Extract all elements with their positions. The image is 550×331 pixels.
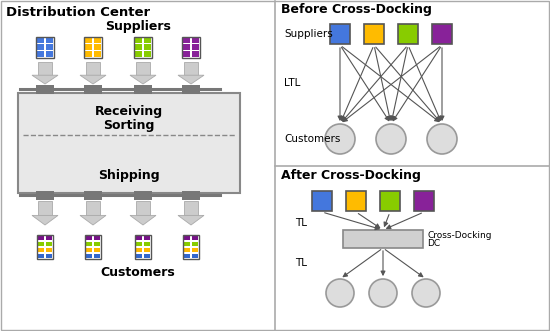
FancyBboxPatch shape bbox=[85, 44, 92, 50]
Circle shape bbox=[376, 124, 406, 154]
FancyBboxPatch shape bbox=[136, 242, 142, 246]
FancyBboxPatch shape bbox=[94, 242, 101, 246]
FancyBboxPatch shape bbox=[94, 37, 101, 43]
FancyBboxPatch shape bbox=[94, 44, 101, 50]
FancyBboxPatch shape bbox=[134, 191, 152, 200]
FancyBboxPatch shape bbox=[144, 236, 150, 240]
FancyBboxPatch shape bbox=[144, 242, 150, 246]
FancyBboxPatch shape bbox=[136, 248, 142, 253]
Text: Receiving: Receiving bbox=[95, 105, 163, 118]
Text: Suppliers: Suppliers bbox=[105, 20, 171, 33]
Circle shape bbox=[326, 279, 354, 307]
Polygon shape bbox=[184, 62, 198, 75]
FancyBboxPatch shape bbox=[330, 24, 350, 44]
FancyBboxPatch shape bbox=[135, 44, 142, 50]
FancyBboxPatch shape bbox=[86, 236, 92, 240]
FancyBboxPatch shape bbox=[134, 84, 152, 93]
FancyBboxPatch shape bbox=[183, 44, 190, 50]
FancyBboxPatch shape bbox=[37, 248, 45, 253]
FancyBboxPatch shape bbox=[37, 254, 45, 259]
FancyBboxPatch shape bbox=[36, 84, 54, 93]
FancyBboxPatch shape bbox=[36, 191, 54, 200]
FancyBboxPatch shape bbox=[191, 254, 199, 259]
Text: Cross-Docking: Cross-Docking bbox=[427, 230, 492, 240]
FancyBboxPatch shape bbox=[85, 51, 92, 57]
Polygon shape bbox=[32, 75, 58, 84]
FancyBboxPatch shape bbox=[46, 236, 52, 240]
Text: Before Cross-Docking: Before Cross-Docking bbox=[281, 3, 432, 16]
FancyBboxPatch shape bbox=[46, 44, 53, 50]
FancyBboxPatch shape bbox=[192, 51, 199, 57]
FancyBboxPatch shape bbox=[144, 37, 151, 43]
FancyBboxPatch shape bbox=[136, 254, 142, 259]
FancyBboxPatch shape bbox=[184, 236, 190, 240]
Polygon shape bbox=[86, 201, 100, 215]
FancyBboxPatch shape bbox=[192, 37, 199, 43]
FancyBboxPatch shape bbox=[183, 37, 190, 43]
FancyBboxPatch shape bbox=[192, 44, 199, 50]
Text: Sorting: Sorting bbox=[103, 119, 155, 132]
Polygon shape bbox=[136, 62, 150, 75]
Text: Customers: Customers bbox=[101, 266, 175, 279]
FancyBboxPatch shape bbox=[85, 37, 92, 43]
FancyBboxPatch shape bbox=[46, 242, 52, 246]
Polygon shape bbox=[38, 62, 52, 75]
FancyBboxPatch shape bbox=[183, 51, 190, 57]
FancyBboxPatch shape bbox=[144, 248, 150, 253]
Polygon shape bbox=[86, 62, 100, 75]
FancyBboxPatch shape bbox=[184, 242, 190, 246]
FancyBboxPatch shape bbox=[144, 44, 151, 50]
Polygon shape bbox=[178, 215, 204, 225]
FancyBboxPatch shape bbox=[398, 24, 418, 44]
FancyBboxPatch shape bbox=[46, 37, 53, 43]
Text: After Cross-Docking: After Cross-Docking bbox=[281, 169, 421, 182]
Polygon shape bbox=[178, 75, 204, 84]
FancyBboxPatch shape bbox=[191, 242, 199, 246]
Text: LTL: LTL bbox=[284, 78, 300, 88]
FancyBboxPatch shape bbox=[184, 248, 190, 253]
FancyBboxPatch shape bbox=[346, 191, 366, 211]
FancyBboxPatch shape bbox=[144, 51, 151, 57]
Polygon shape bbox=[38, 201, 52, 215]
Text: Distribution Center: Distribution Center bbox=[6, 6, 150, 19]
Circle shape bbox=[412, 279, 440, 307]
FancyBboxPatch shape bbox=[18, 93, 240, 193]
FancyBboxPatch shape bbox=[312, 191, 332, 211]
Text: Shipping: Shipping bbox=[98, 168, 160, 181]
Text: DC: DC bbox=[427, 240, 440, 249]
Polygon shape bbox=[184, 201, 198, 215]
FancyBboxPatch shape bbox=[136, 236, 142, 240]
Circle shape bbox=[427, 124, 457, 154]
FancyBboxPatch shape bbox=[343, 230, 423, 248]
Polygon shape bbox=[136, 201, 150, 215]
FancyBboxPatch shape bbox=[191, 248, 199, 253]
FancyBboxPatch shape bbox=[144, 254, 150, 259]
FancyBboxPatch shape bbox=[191, 236, 199, 240]
Circle shape bbox=[325, 124, 355, 154]
FancyBboxPatch shape bbox=[37, 44, 45, 50]
FancyBboxPatch shape bbox=[135, 37, 142, 43]
FancyBboxPatch shape bbox=[380, 191, 400, 211]
FancyBboxPatch shape bbox=[46, 248, 52, 253]
FancyBboxPatch shape bbox=[182, 191, 200, 200]
Text: TL: TL bbox=[295, 218, 307, 228]
FancyBboxPatch shape bbox=[86, 254, 92, 259]
Polygon shape bbox=[80, 215, 106, 225]
FancyBboxPatch shape bbox=[37, 236, 45, 240]
FancyBboxPatch shape bbox=[94, 254, 101, 259]
FancyBboxPatch shape bbox=[94, 248, 101, 253]
Polygon shape bbox=[130, 75, 156, 84]
FancyBboxPatch shape bbox=[184, 254, 190, 259]
FancyBboxPatch shape bbox=[135, 51, 142, 57]
FancyBboxPatch shape bbox=[84, 191, 102, 200]
Text: Suppliers: Suppliers bbox=[284, 29, 333, 39]
FancyBboxPatch shape bbox=[46, 254, 52, 259]
FancyBboxPatch shape bbox=[182, 84, 200, 93]
FancyBboxPatch shape bbox=[46, 51, 53, 57]
Polygon shape bbox=[32, 215, 58, 225]
FancyBboxPatch shape bbox=[86, 248, 92, 253]
FancyBboxPatch shape bbox=[414, 191, 434, 211]
Text: TL: TL bbox=[295, 258, 307, 268]
FancyBboxPatch shape bbox=[37, 242, 45, 246]
